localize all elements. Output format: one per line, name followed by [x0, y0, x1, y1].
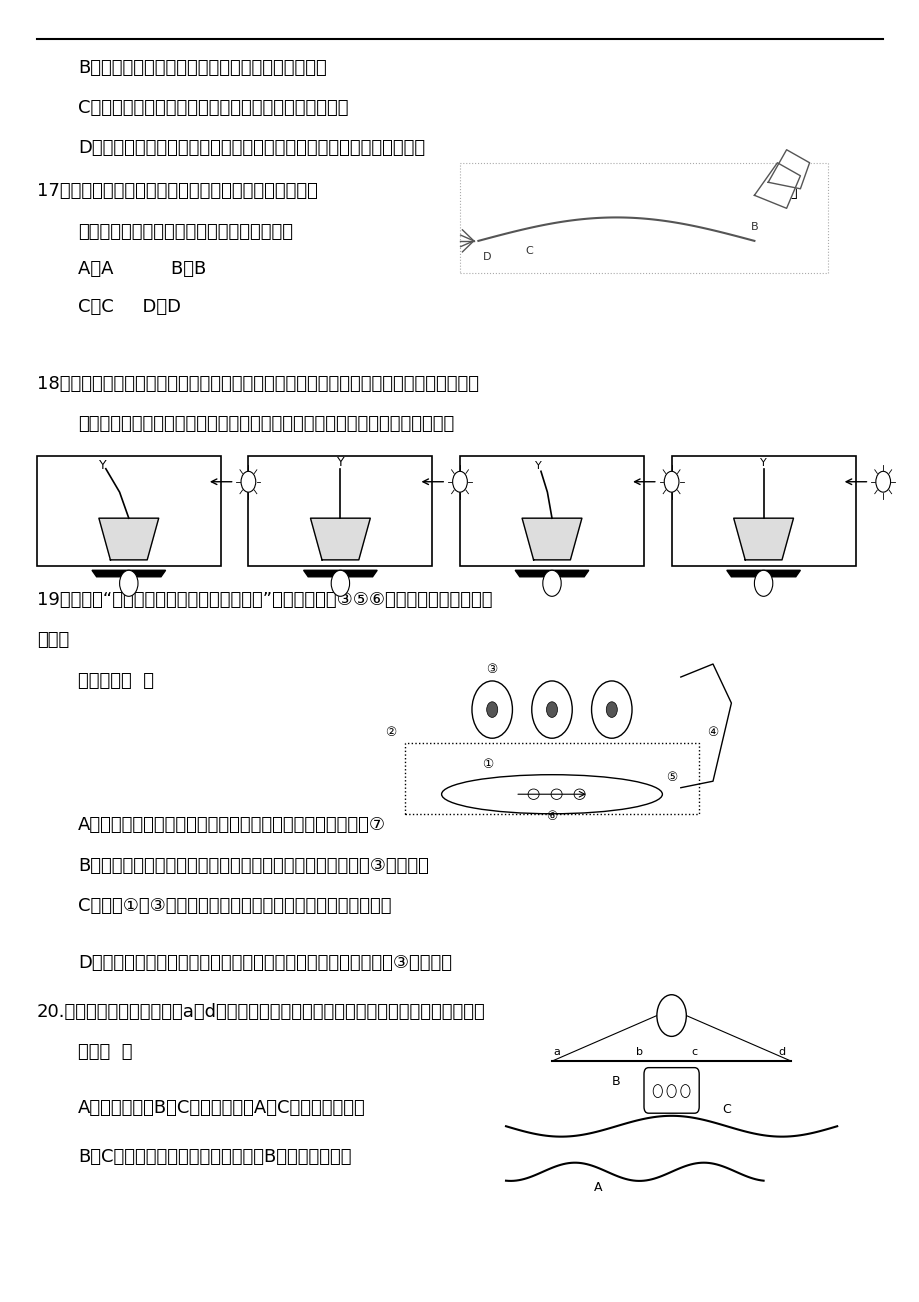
Text: D．温特的实验中生长素从胚芙鞘尖端基部进入琼脂块的方式是主动运输: D．温特的实验中生长素从胚芙鞘尖端基部进入琼脂块的方式是主动运输 [78, 139, 425, 158]
Polygon shape [754, 163, 800, 208]
Text: A: A [123, 570, 134, 585]
Circle shape [652, 1085, 662, 1098]
Text: A: A [593, 1181, 602, 1194]
Text: 19．如图为“细胞直接与内环境进行物质交换”的图解，其中③⑤⑥为细胞外液。下列相关: 19．如图为“细胞直接与内环境进行物质交换”的图解，其中③⑤⑥为细胞外液。下列相… [37, 591, 492, 609]
Bar [460, 456, 643, 566]
Circle shape [531, 681, 572, 738]
Text: B: B [611, 1074, 620, 1087]
Polygon shape [92, 570, 165, 577]
Polygon shape [733, 518, 792, 560]
Text: A．兴奋可以在B、C神经元之间和A、C神经元之间传递: A．兴奋可以在B、C神经元之间和A、C神经元之间传递 [78, 1099, 366, 1117]
Text: ④: ④ [707, 725, 718, 738]
Circle shape [546, 702, 557, 717]
Text: C．C     D．D: C．C D．D [78, 298, 181, 316]
Polygon shape [311, 518, 369, 560]
Text: ⑤: ⑤ [665, 771, 676, 784]
Text: A: A [773, 197, 780, 207]
Polygon shape [303, 570, 377, 577]
Text: ②: ② [385, 725, 396, 738]
Text: 点不能表现出生长素促进生长的生理效应（）: 点不能表现出生长素促进生长的生理效应（） [78, 223, 293, 241]
Polygon shape [522, 518, 581, 560]
Text: B: B [335, 570, 346, 585]
Text: a: a [552, 1047, 560, 1057]
Text: ⑥: ⑥ [546, 810, 557, 823]
Circle shape [542, 570, 561, 596]
Circle shape [591, 681, 631, 738]
Text: B: B [750, 223, 757, 233]
Text: C: C [525, 246, 532, 256]
Circle shape [452, 471, 467, 492]
Circle shape [331, 570, 349, 596]
Circle shape [606, 702, 617, 717]
Polygon shape [99, 518, 159, 560]
Text: Y: Y [759, 458, 766, 469]
Text: b: b [635, 1047, 642, 1057]
Text: A．若某人患镰刀型细胞贪血症，则形态发生变化的是图中的⑦: A．若某人患镰刀型细胞贪血症，则形态发生变化的是图中的⑦ [78, 816, 386, 835]
Text: A．A          B．B: A．A B．B [78, 260, 206, 279]
Text: D: D [482, 253, 492, 263]
Text: B．若某人长期营养不良，血浆中蛋白质含量降低，会使图中③液体增加: B．若某人长期营养不良，血浆中蛋白质含量降低，会使图中③液体增加 [78, 857, 428, 875]
Text: Y: Y [534, 461, 541, 471]
Text: 能随着下面的旋转器水平匀速旋转，但暗筱不转，一周后，幼苗的生长状况应为: 能随着下面的旋转器水平匀速旋转，但暗筱不转，一周后，幼苗的生长状况应为 [78, 415, 454, 434]
Text: Y: Y [99, 458, 107, 471]
Circle shape [471, 681, 512, 738]
Circle shape [680, 1085, 689, 1098]
Text: D: D [757, 570, 768, 585]
Bar [248, 456, 432, 566]
Bar [37, 456, 221, 566]
Text: 18．在方形暗筱的右侧开一小窗，暗筱外的右侧有一固定光源，在暗筱内放一盆幼苗，花盆: 18．在方形暗筱的右侧开一小窗，暗筱外的右侧有一固定光源，在暗筱内放一盆幼苗，花… [37, 375, 478, 393]
Text: 的是（  ）: 的是（ ） [78, 1043, 132, 1061]
Bar [404, 743, 698, 814]
Circle shape [664, 471, 678, 492]
Text: D．某人皮肤烫伤后，出现了水泡，该水泡内的液体主要是指图中③所示液体: D．某人皮肤烫伤后，出现了水泡，该水泡内的液体主要是指图中③所示液体 [78, 954, 452, 973]
Text: B．C细胞膜上的特异性受体只能接受B细胞产生的递质: B．C细胞膜上的特异性受体只能接受B细胞产生的递质 [78, 1148, 351, 1167]
Text: ①: ① [666, 1010, 675, 1021]
Circle shape [754, 570, 772, 596]
Text: C．图中①和③细胞具体的内环境分别是血液和组织液、组织液: C．图中①和③细胞具体的内环境分别是血液和组织液、组织液 [78, 897, 391, 915]
Text: d: d [777, 1047, 785, 1057]
Circle shape [666, 1085, 675, 1098]
Polygon shape [767, 150, 809, 189]
Circle shape [119, 570, 138, 596]
Text: 些: 些 [786, 182, 797, 201]
Text: ①: ① [482, 758, 493, 771]
Polygon shape [726, 570, 800, 577]
Text: B．燕麦胚芙鞘中生长素的极性运输与光照方向无关: B．燕麦胚芙鞘中生长素的极性运输与光照方向无关 [78, 59, 326, 77]
Text: 叙述中: 叙述中 [37, 631, 69, 650]
Text: ③: ③ [486, 663, 497, 676]
Text: C: C [546, 570, 557, 585]
Circle shape [241, 471, 255, 492]
Text: C．草莓果实的自然生长过程与生长素无关而与乙烯有关: C．草莓果实的自然生长过程与生长素无关而与乙烯有关 [78, 99, 348, 117]
Text: C: C [721, 1103, 731, 1116]
Polygon shape [515, 570, 588, 577]
Bar [671, 456, 855, 566]
Text: Y: Y [336, 456, 344, 469]
FancyBboxPatch shape [643, 1068, 698, 1113]
Circle shape [656, 995, 686, 1036]
Text: 20.如图为突触的结构，并在a、d两点连接一测量电位变化的灵敏电流计，下列分析中正确: 20.如图为突触的结构，并在a、d两点连接一测量电位变化的灵敏电流计，下列分析中… [37, 1003, 485, 1021]
Circle shape [875, 471, 890, 492]
Circle shape [486, 702, 497, 717]
Text: c: c [691, 1047, 697, 1057]
Text: 17．下图是一个正在生长的幼苗，将其水平放置，其中哪: 17．下图是一个正在生长的幼苗，将其水平放置，其中哪 [37, 182, 317, 201]
Text: 错误的是（  ）: 错误的是（ ） [78, 672, 154, 690]
